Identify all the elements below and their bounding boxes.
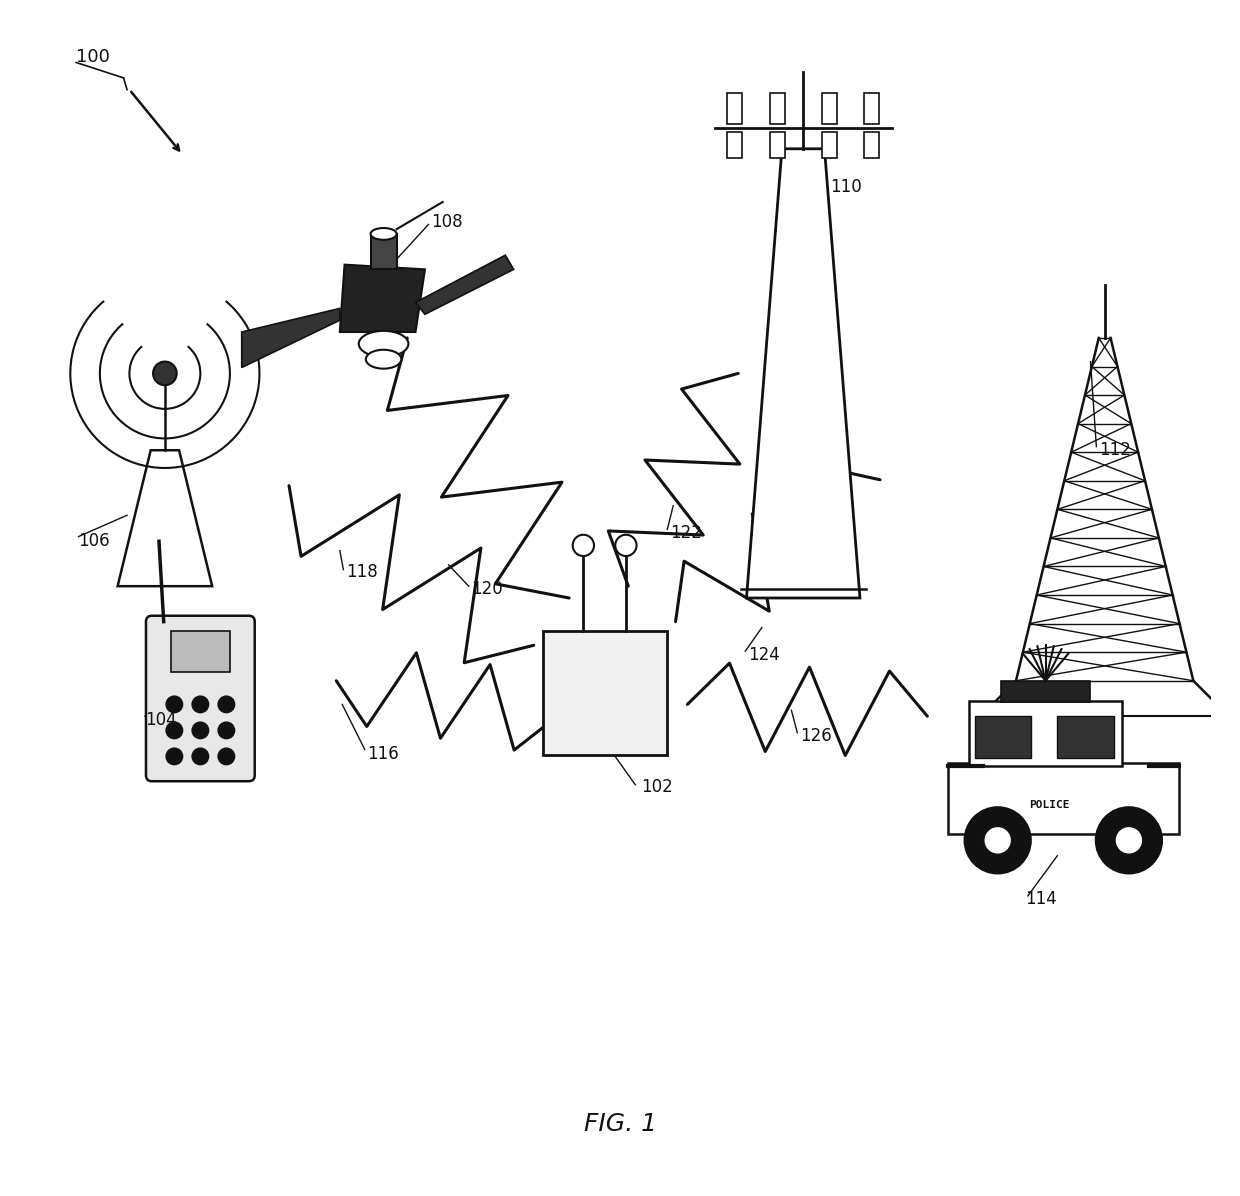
Bar xyxy=(543,630,667,755)
Bar xyxy=(822,133,837,158)
Circle shape xyxy=(166,696,182,713)
Polygon shape xyxy=(242,309,340,367)
Text: 116: 116 xyxy=(367,745,399,763)
Text: 120: 120 xyxy=(471,580,502,598)
Text: 104: 104 xyxy=(145,710,176,728)
Text: 110: 110 xyxy=(831,178,862,196)
Polygon shape xyxy=(340,264,425,332)
Circle shape xyxy=(615,535,636,556)
Text: 102: 102 xyxy=(641,779,673,797)
Text: 114: 114 xyxy=(1025,891,1058,909)
Circle shape xyxy=(573,535,594,556)
Polygon shape xyxy=(415,255,513,315)
Bar xyxy=(968,701,1122,765)
FancyBboxPatch shape xyxy=(146,616,254,781)
Text: 122: 122 xyxy=(670,524,702,542)
Text: FIG. 1: FIG. 1 xyxy=(584,1112,656,1136)
Circle shape xyxy=(965,807,1030,873)
Bar xyxy=(171,631,229,672)
Text: 106: 106 xyxy=(78,532,110,550)
Circle shape xyxy=(192,696,208,713)
Ellipse shape xyxy=(366,349,402,368)
Circle shape xyxy=(983,826,1012,854)
Circle shape xyxy=(1096,807,1162,873)
Bar xyxy=(727,133,743,158)
Bar xyxy=(822,93,837,124)
Ellipse shape xyxy=(371,228,397,240)
Text: 118: 118 xyxy=(346,563,377,581)
Bar xyxy=(770,93,785,124)
Text: 126: 126 xyxy=(800,727,832,745)
Polygon shape xyxy=(746,148,861,598)
Circle shape xyxy=(1115,826,1143,854)
Circle shape xyxy=(218,696,234,713)
Bar xyxy=(770,133,785,158)
Bar xyxy=(864,133,879,158)
Circle shape xyxy=(192,722,208,739)
Circle shape xyxy=(153,361,177,385)
Bar xyxy=(949,763,1178,835)
Text: 100: 100 xyxy=(76,48,110,66)
Polygon shape xyxy=(118,450,212,586)
Circle shape xyxy=(166,722,182,739)
Bar xyxy=(864,93,879,124)
Bar xyxy=(1001,681,1090,702)
Text: POLICE: POLICE xyxy=(1029,800,1069,810)
Bar xyxy=(727,93,743,124)
Circle shape xyxy=(218,722,234,739)
Circle shape xyxy=(218,749,234,764)
Circle shape xyxy=(192,749,208,764)
Bar xyxy=(975,716,1032,757)
Text: 112: 112 xyxy=(1099,441,1131,459)
Text: 124: 124 xyxy=(748,646,780,664)
Text: 108: 108 xyxy=(430,213,463,231)
Bar xyxy=(1058,716,1114,757)
Ellipse shape xyxy=(358,331,408,356)
Circle shape xyxy=(166,749,182,764)
Bar xyxy=(371,234,397,269)
